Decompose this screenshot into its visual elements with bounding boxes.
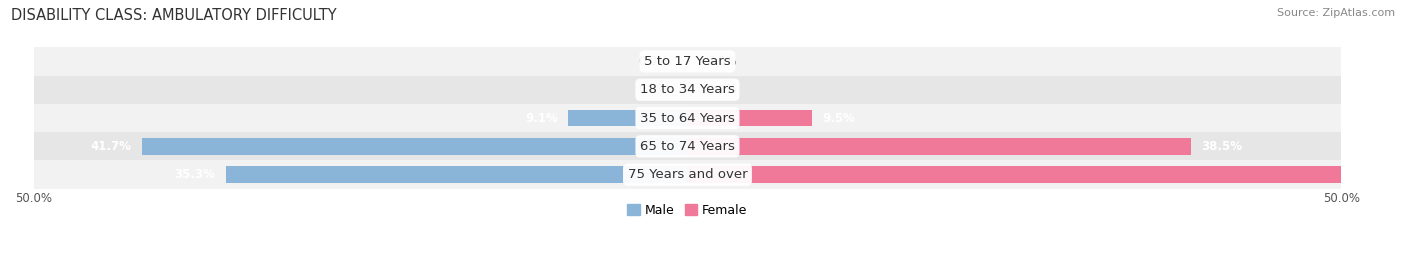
Bar — [688, 110, 811, 126]
Bar — [688, 167, 1341, 183]
Text: 0.0%: 0.0% — [707, 83, 737, 96]
Text: 41.7%: 41.7% — [91, 140, 132, 153]
Text: 35 to 64 Years: 35 to 64 Years — [640, 112, 735, 125]
Bar — [34, 132, 1341, 161]
Bar — [568, 110, 688, 126]
Text: Source: ZipAtlas.com: Source: ZipAtlas.com — [1277, 8, 1395, 18]
Text: 9.5%: 9.5% — [823, 112, 855, 125]
Text: 0.0%: 0.0% — [638, 55, 668, 68]
Text: 65 to 74 Years: 65 to 74 Years — [640, 140, 735, 153]
Text: 0.0%: 0.0% — [707, 55, 737, 68]
Text: DISABILITY CLASS: AMBULATORY DIFFICULTY: DISABILITY CLASS: AMBULATORY DIFFICULTY — [11, 8, 337, 23]
Text: 9.1%: 9.1% — [526, 112, 558, 125]
Text: 50.0%: 50.0% — [1353, 168, 1393, 181]
Text: 75 Years and over: 75 Years and over — [627, 168, 747, 181]
Bar — [688, 138, 1191, 155]
Text: 5 to 17 Years: 5 to 17 Years — [644, 55, 731, 68]
Bar — [34, 76, 1341, 104]
Bar — [142, 138, 688, 155]
Text: 38.5%: 38.5% — [1202, 140, 1243, 153]
Legend: Male, Female: Male, Female — [623, 199, 752, 222]
Text: 0.0%: 0.0% — [638, 83, 668, 96]
Bar — [34, 104, 1341, 132]
Bar — [226, 167, 688, 183]
Text: 18 to 34 Years: 18 to 34 Years — [640, 83, 735, 96]
Bar — [34, 161, 1341, 189]
Bar — [34, 47, 1341, 76]
Text: 35.3%: 35.3% — [174, 168, 215, 181]
